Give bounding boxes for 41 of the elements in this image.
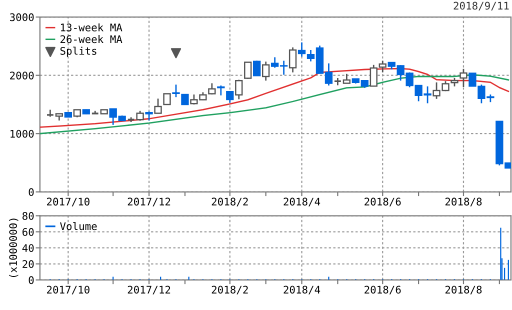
y-tick-label: 3000 [10, 13, 34, 22]
candlestick [235, 79, 243, 100]
y-tick-label: 40 [22, 244, 34, 252]
y-tick-label: 0 [28, 188, 34, 196]
x-tick-label: 2018/2 [212, 286, 248, 294]
y-tick-label: 1000 [10, 130, 34, 138]
y-tick-label: 80 [22, 212, 34, 220]
x-tick-label: 2018/8 [445, 286, 482, 294]
y-tick-label: 2000 [10, 72, 34, 80]
x-tick-label: 2017/12 [128, 198, 170, 206]
x-tick-label: 2017/10 [46, 286, 90, 294]
candlestick [145, 110, 153, 122]
candlestick [217, 84, 225, 96]
x-tick-label: 2018/8 [445, 198, 482, 206]
candlestick [342, 73, 351, 84]
x-tick-label: 2018/6 [364, 198, 401, 206]
legend-label: Volume [60, 222, 97, 230]
y-axis-title: (x1000000) [8, 218, 18, 278]
legend-label: 13-week MA [60, 23, 122, 32]
x-tick-label: 2018/2 [212, 198, 248, 206]
candlestick [172, 84, 180, 98]
x-tick-label: 2018/4 [284, 286, 320, 294]
candlestick [298, 42, 306, 58]
candlestick [244, 62, 252, 80]
y-tick-label: 0 [28, 276, 34, 284]
candlestick [226, 90, 234, 104]
candlestick [460, 68, 468, 88]
x-tick-label: 2018/4 [284, 198, 320, 206]
y-tick-label: 20 [22, 260, 34, 268]
x-tick-label: 2018/6 [364, 286, 401, 294]
candlestick [154, 98, 162, 114]
legend-label: 26-week MA [60, 35, 122, 44]
legend-label: Splits [60, 46, 96, 57]
candlestick [253, 60, 261, 77]
y-tick-label: 60 [22, 228, 34, 236]
candlestick [288, 46, 297, 74]
x-tick-label: 2017/10 [46, 198, 90, 206]
line-series [40, 74, 510, 134]
x-tick-label: 2017/12 [128, 286, 170, 294]
chart-subtitle: 2018/9/11 [454, 2, 509, 10]
candlestick [262, 60, 270, 82]
